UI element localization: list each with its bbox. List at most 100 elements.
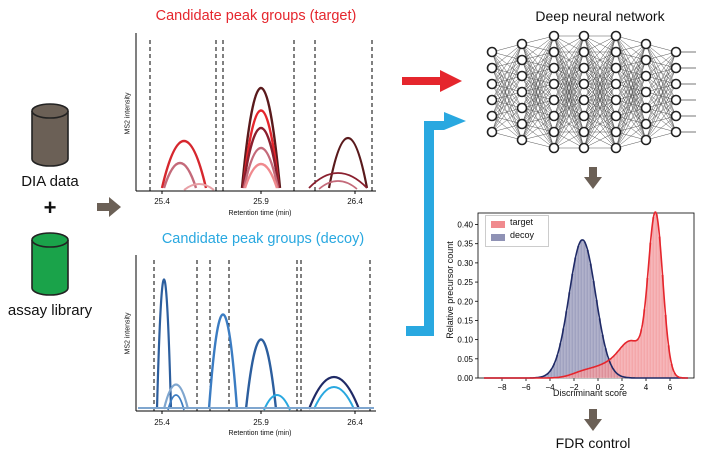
hist-xlabel: Discriminant score (552, 388, 628, 398)
neuron-node (640, 54, 652, 66)
neuron-node (670, 62, 682, 74)
hist-xtick-label: 6 (668, 383, 673, 392)
plus-sign: + (43, 195, 57, 220)
arrow-right-icon (97, 197, 121, 217)
decoy-ylabel: MS2 intensity (124, 312, 132, 355)
neuron-node (516, 102, 528, 114)
legend-target-label: target (510, 217, 534, 227)
neuron-node (578, 30, 590, 42)
neuron-node (486, 78, 498, 90)
neuron-node (548, 78, 560, 90)
neuron-node (578, 78, 590, 90)
dia-data-label: DIA data (21, 173, 79, 190)
neuron-node (486, 46, 498, 58)
target-xlabel: Retention time (min) (228, 210, 292, 217)
target-tick-2: 25.9 (253, 197, 269, 206)
hist-ytick-label: 0.30 (457, 259, 473, 268)
neuron-node (548, 94, 560, 106)
neuron-node (610, 94, 622, 106)
neuron-node (610, 46, 622, 58)
target-tick-3: 26.4 (347, 197, 363, 206)
neuron-node (670, 126, 682, 138)
decoy-tick-1: 25.4 (154, 418, 170, 427)
neuron-node (548, 110, 560, 122)
neuron-node (516, 38, 528, 50)
neuron-node (578, 142, 590, 154)
neuron-node (548, 142, 560, 154)
assay-library-label: assay library (7, 302, 93, 319)
hist-xtick-label: 4 (644, 383, 649, 392)
neuron-node (610, 142, 622, 154)
neuron-node (610, 78, 622, 90)
red-arrow-icon (402, 70, 462, 92)
neuron-node (670, 78, 682, 90)
neuron-node (640, 70, 652, 82)
neuron-node (516, 134, 528, 146)
neuron-node (486, 62, 498, 74)
neuron-node (610, 30, 622, 42)
arrow-down-icon (584, 167, 602, 189)
neuron-node (486, 126, 498, 138)
neuron-node (640, 134, 652, 146)
hist-ytick-label: 0.40 (457, 221, 473, 230)
target-panel-title: Candidate peak groups (target) (155, 8, 357, 24)
neuron-node (640, 102, 652, 114)
hist-legend: target decoy (485, 215, 549, 247)
neural-network-diagram (480, 26, 700, 158)
assay-library-cylinder (31, 232, 69, 296)
neuron-node (548, 62, 560, 74)
arrow-down-icon-2 (584, 409, 602, 431)
hist-ytick-label: 0.00 (457, 374, 473, 383)
target-chromatogram (124, 28, 380, 226)
hist-xtick-label: −8 (497, 383, 507, 392)
neuron-node (486, 110, 498, 122)
neuron-node (640, 118, 652, 130)
hist-ytick-label: 0.20 (457, 297, 473, 306)
neuron-node (670, 94, 682, 106)
target-ylabel: MS2 intensity (124, 92, 132, 135)
dia-data-cylinder (31, 103, 69, 167)
decoy-tick-3: 26.4 (347, 418, 363, 427)
legend-decoy-label: decoy (510, 230, 535, 240)
decoy-chromatogram (124, 250, 380, 435)
database-icon (31, 103, 69, 167)
neuron-node (578, 110, 590, 122)
hist-ytick-label: 0.25 (457, 278, 473, 287)
neuron-node (516, 70, 528, 82)
database-icon (31, 232, 69, 296)
hist-ytick-label: 0.10 (457, 336, 473, 345)
score-histogram: 0.00 0.05 0.10 0.15 0.20 0.25 0.30 0.35 0.40 −8 −6… (428, 205, 718, 405)
neuron-node (578, 94, 590, 106)
neuron-node (486, 94, 498, 106)
decoy-panel-title: Candidate peak groups (decoy) (161, 231, 365, 247)
neuron-node (578, 46, 590, 58)
hist-ylabel: Relative precursor count (445, 241, 455, 339)
hist-ytick-label: 0.35 (457, 240, 473, 249)
legend-target-swatch (491, 221, 505, 228)
hist-xtick-label: −6 (521, 383, 531, 392)
neuron-node (610, 62, 622, 74)
neuron-node (516, 118, 528, 130)
legend-decoy-swatch (491, 234, 505, 241)
hist-xtick-label: 0 (596, 383, 601, 392)
hist-ytick-label: 0.15 (457, 316, 473, 325)
hist-xtick-label: −2 (569, 383, 579, 392)
neuron-node (610, 110, 622, 122)
peak-boundary-lines (149, 40, 373, 191)
neuron-node (610, 126, 622, 138)
neuron-node (640, 86, 652, 98)
fdr-control-label: FDR control (555, 435, 631, 451)
neuron-node (548, 126, 560, 138)
neuron-node (578, 62, 590, 74)
hist-xtick-label: −4 (545, 383, 555, 392)
decoy-tick-2: 25.9 (253, 418, 269, 427)
neuron-node (516, 54, 528, 66)
network-title: Deep neural network (535, 8, 665, 24)
hist-ytick-label: 0.05 (457, 355, 473, 364)
neuron-node (548, 46, 560, 58)
hist-xtick-label: 2 (620, 383, 625, 392)
neuron-node (516, 86, 528, 98)
decoy-xlabel: Retention time (min) (228, 430, 292, 437)
neuron-node (548, 30, 560, 42)
neuron-node (578, 126, 590, 138)
